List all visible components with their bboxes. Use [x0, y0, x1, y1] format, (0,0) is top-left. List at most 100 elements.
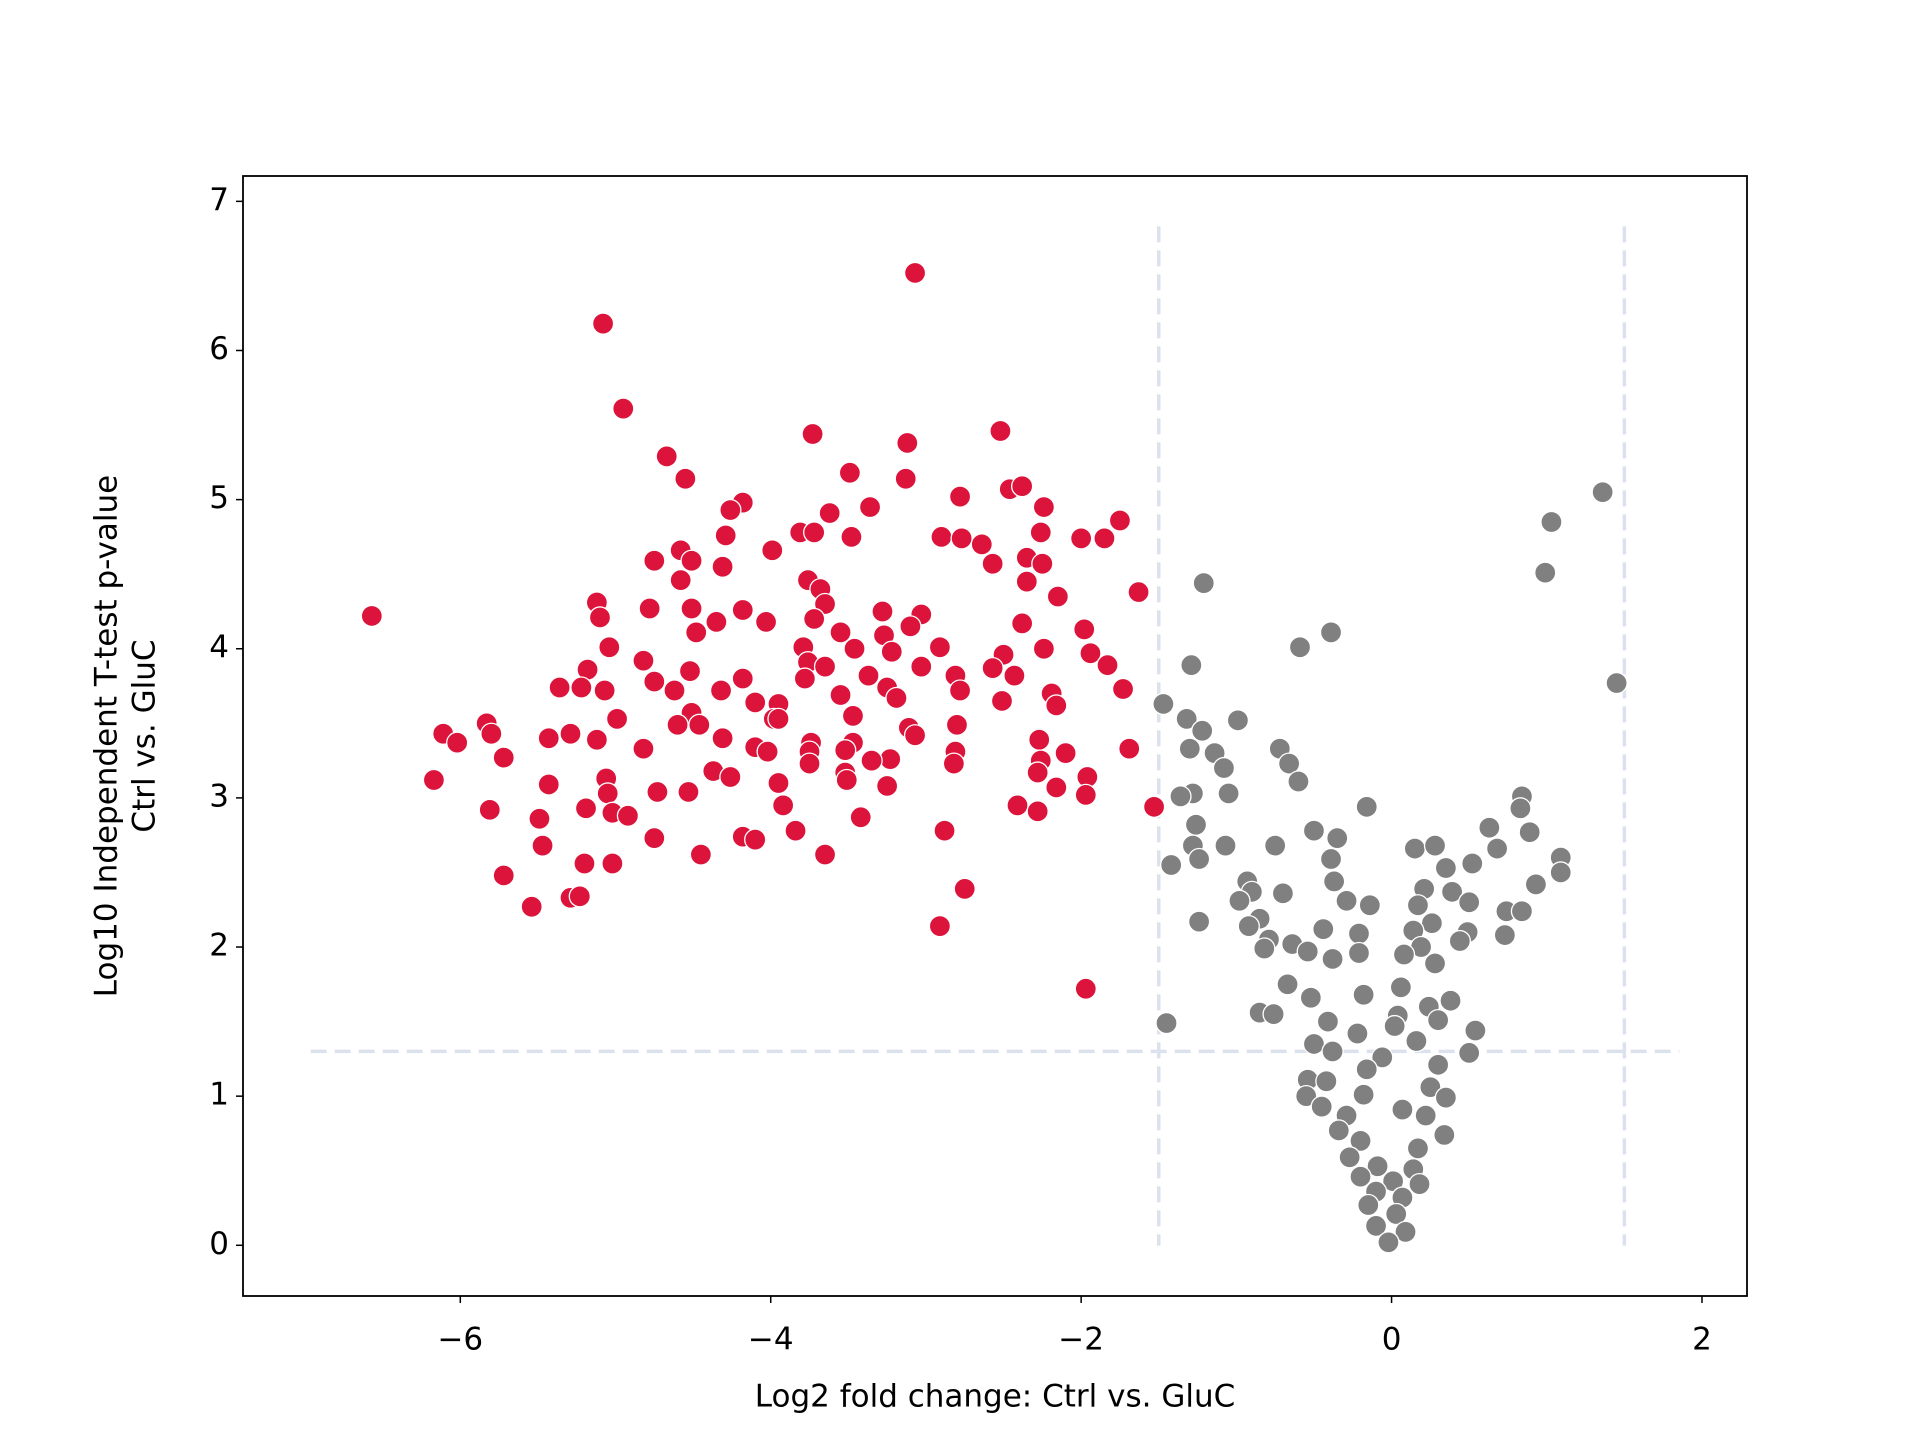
data-point	[666, 713, 689, 736]
data-point	[1357, 1193, 1380, 1217]
data-point	[1347, 941, 1371, 965]
data-point	[422, 768, 446, 792]
data-point	[492, 864, 515, 887]
data-point	[605, 707, 629, 730]
data-point	[903, 261, 927, 285]
data-point	[591, 312, 615, 335]
data-point	[1493, 923, 1517, 947]
data-point	[813, 592, 837, 616]
data-point	[643, 549, 666, 572]
data-point	[1420, 912, 1444, 935]
data-point	[756, 740, 779, 763]
data-point	[1271, 882, 1295, 905]
data-point	[1346, 1022, 1369, 1045]
data-point	[612, 397, 635, 420]
data-point	[793, 667, 817, 690]
data-point	[899, 615, 922, 638]
data-point	[1510, 900, 1534, 923]
data-point	[1302, 1032, 1326, 1056]
data-point	[646, 780, 669, 804]
data-point	[1349, 1129, 1372, 1153]
data-point	[1322, 870, 1346, 893]
data-point	[849, 806, 872, 829]
data-point	[1276, 973, 1299, 996]
data-point	[714, 524, 737, 547]
data-point	[1319, 847, 1343, 871]
data-point	[1405, 1029, 1428, 1053]
data-point	[632, 649, 655, 672]
data-point	[803, 607, 826, 631]
data-point	[480, 722, 503, 745]
data-point	[1485, 837, 1509, 860]
data-point	[930, 525, 953, 549]
data-point	[1327, 1119, 1350, 1142]
data-point	[1169, 785, 1192, 808]
data-point	[1433, 1123, 1456, 1147]
data-point	[1032, 637, 1056, 660]
data-point	[719, 765, 742, 789]
data-point	[798, 752, 821, 775]
data-point	[989, 419, 1012, 443]
data-point	[990, 689, 1014, 713]
data-point	[843, 637, 866, 660]
data-point	[771, 794, 795, 817]
data-point	[1310, 1095, 1333, 1118]
data-point	[593, 679, 616, 702]
data-point	[709, 679, 733, 702]
data-point	[1524, 873, 1548, 896]
data-point	[1540, 510, 1563, 534]
y-tick-label: 6	[209, 331, 229, 367]
data-point	[879, 747, 902, 771]
data-point	[1184, 813, 1208, 836]
data-point	[677, 780, 700, 804]
data-point	[1534, 561, 1557, 584]
data-point	[674, 467, 697, 490]
data-point	[559, 722, 582, 745]
data-point	[813, 655, 837, 678]
data-point	[601, 852, 624, 875]
data-point	[1518, 821, 1541, 844]
data-point	[948, 485, 972, 508]
data-point	[711, 727, 734, 750]
data-point	[548, 676, 571, 699]
y-tick-label: 5	[209, 480, 229, 516]
data-point	[1299, 986, 1323, 1009]
data-point	[492, 746, 515, 769]
data-point	[829, 621, 852, 644]
data-point	[1316, 1010, 1340, 1033]
data-point	[860, 749, 883, 772]
data-point	[1192, 571, 1215, 595]
data-point	[896, 431, 919, 455]
data-point	[1371, 1046, 1394, 1069]
data-point	[1028, 728, 1051, 751]
data-point	[857, 664, 880, 687]
data-point	[616, 804, 640, 827]
data-point	[537, 727, 560, 750]
data-point	[731, 667, 754, 690]
data-point	[1391, 1098, 1414, 1121]
data-point	[1403, 837, 1426, 860]
data-point	[1026, 800, 1049, 823]
y-tick-label: 0	[209, 1226, 229, 1262]
data-point	[1187, 910, 1211, 933]
data-point	[754, 610, 778, 634]
data-point	[1175, 707, 1198, 730]
data-point	[903, 724, 927, 747]
data-point	[950, 527, 973, 550]
data-point	[767, 707, 790, 730]
data-point	[680, 597, 703, 620]
data-point	[680, 549, 703, 572]
data-point	[761, 539, 784, 562]
data-point	[1335, 889, 1358, 912]
data-point	[1226, 709, 1250, 732]
data-point	[1440, 880, 1464, 903]
data-point	[1302, 819, 1326, 842]
data-point	[598, 636, 621, 659]
data-point	[838, 461, 862, 484]
data-point	[360, 604, 383, 628]
data-point	[1191, 719, 1214, 742]
data-point	[1093, 527, 1116, 550]
data-point	[1406, 894, 1430, 917]
data-point	[1383, 1014, 1406, 1038]
